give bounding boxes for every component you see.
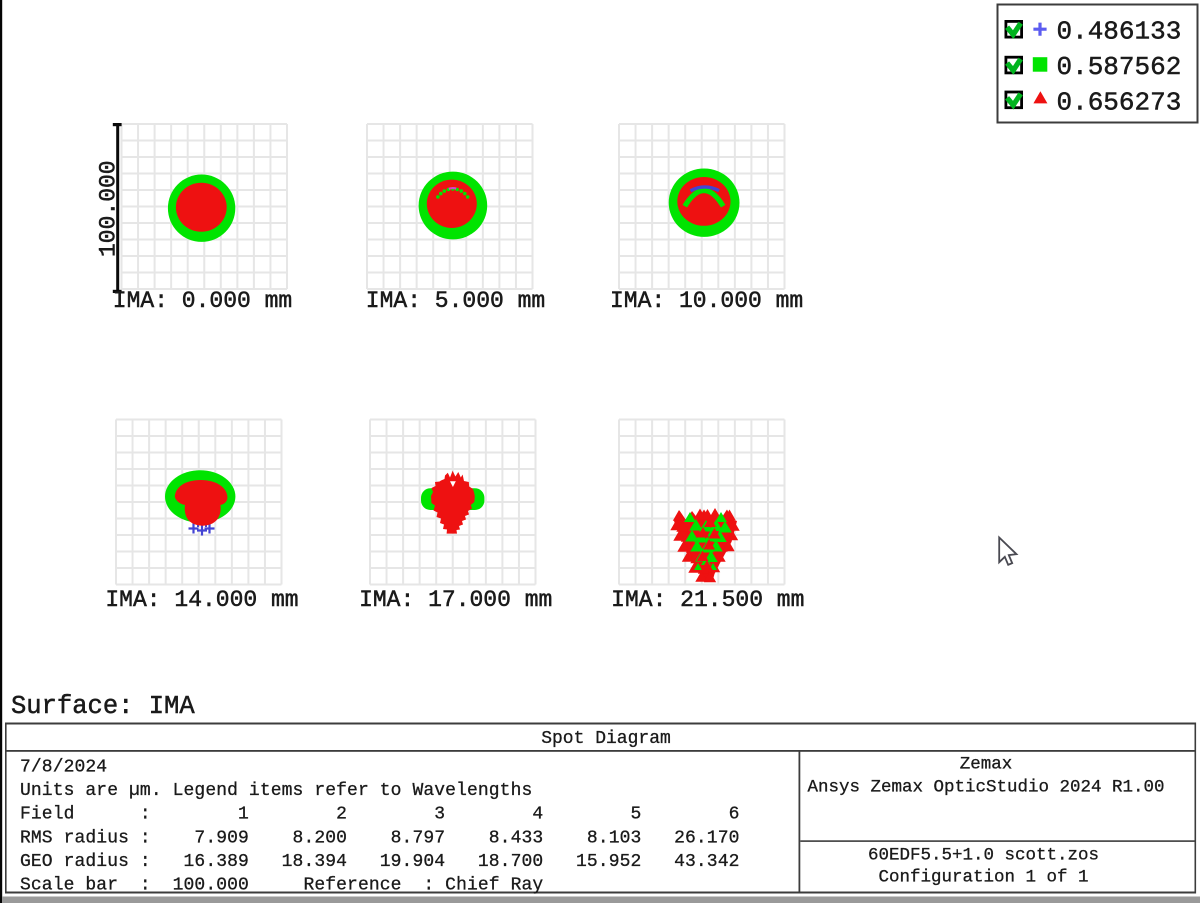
svg-text:Configuration 1 of 1: Configuration 1 of 1 (878, 868, 1088, 888)
svg-text:60EDF5.5+1.0 scott.zos: 60EDF5.5+1.0 scott.zos (868, 846, 1099, 866)
svg-text:IMA: 17.000 mm: IMA: 17.000 mm (359, 587, 552, 613)
svg-text:IMA: 5.000 mm: IMA: 5.000 mm (366, 288, 545, 314)
svg-text:Surface: IMA: Surface: IMA (11, 692, 195, 721)
svg-text:0.587562: 0.587562 (1057, 52, 1182, 82)
svg-text:Zemax: Zemax (960, 755, 1013, 775)
svg-text:0.486133: 0.486133 (1057, 17, 1182, 47)
svg-text:Units are µm. Legend items ref: Units are µm. Legend items refer to Wave… (20, 781, 532, 801)
svg-text:IMA: 10.000 mm: IMA: 10.000 mm (610, 288, 803, 314)
svg-text:Scale bar : 100.000 Refe: Scale bar : 100.000 Reference : Chief Ra… (20, 875, 543, 895)
svg-text:IMA: 14.000 mm: IMA: 14.000 mm (105, 587, 298, 613)
svg-text:Field : 1 2: Field : 1 2 3 4 5 6 (20, 805, 740, 825)
svg-text:100.000: 100.000 (96, 160, 122, 257)
svg-text:GEO radius : 16.389 18.394: GEO radius : 16.389 18.394 19.904 18.700… (20, 852, 740, 872)
svg-text:Spot Diagram: Spot Diagram (541, 729, 671, 749)
svg-text:IMA: 21.500 mm: IMA: 21.500 mm (611, 587, 804, 613)
svg-text:0.656273: 0.656273 (1057, 87, 1182, 117)
svg-text:IMA: 0.000 mm: IMA: 0.000 mm (113, 288, 292, 314)
svg-text:RMS radius : 7.909 8.200: RMS radius : 7.909 8.200 8.797 8.433 8.1… (20, 828, 740, 848)
svg-text:Ansys Zemax OpticStudio 2024 R: Ansys Zemax OpticStudio 2024 R1.00 (807, 777, 1164, 797)
svg-text:7/8/2024: 7/8/2024 (20, 758, 107, 778)
